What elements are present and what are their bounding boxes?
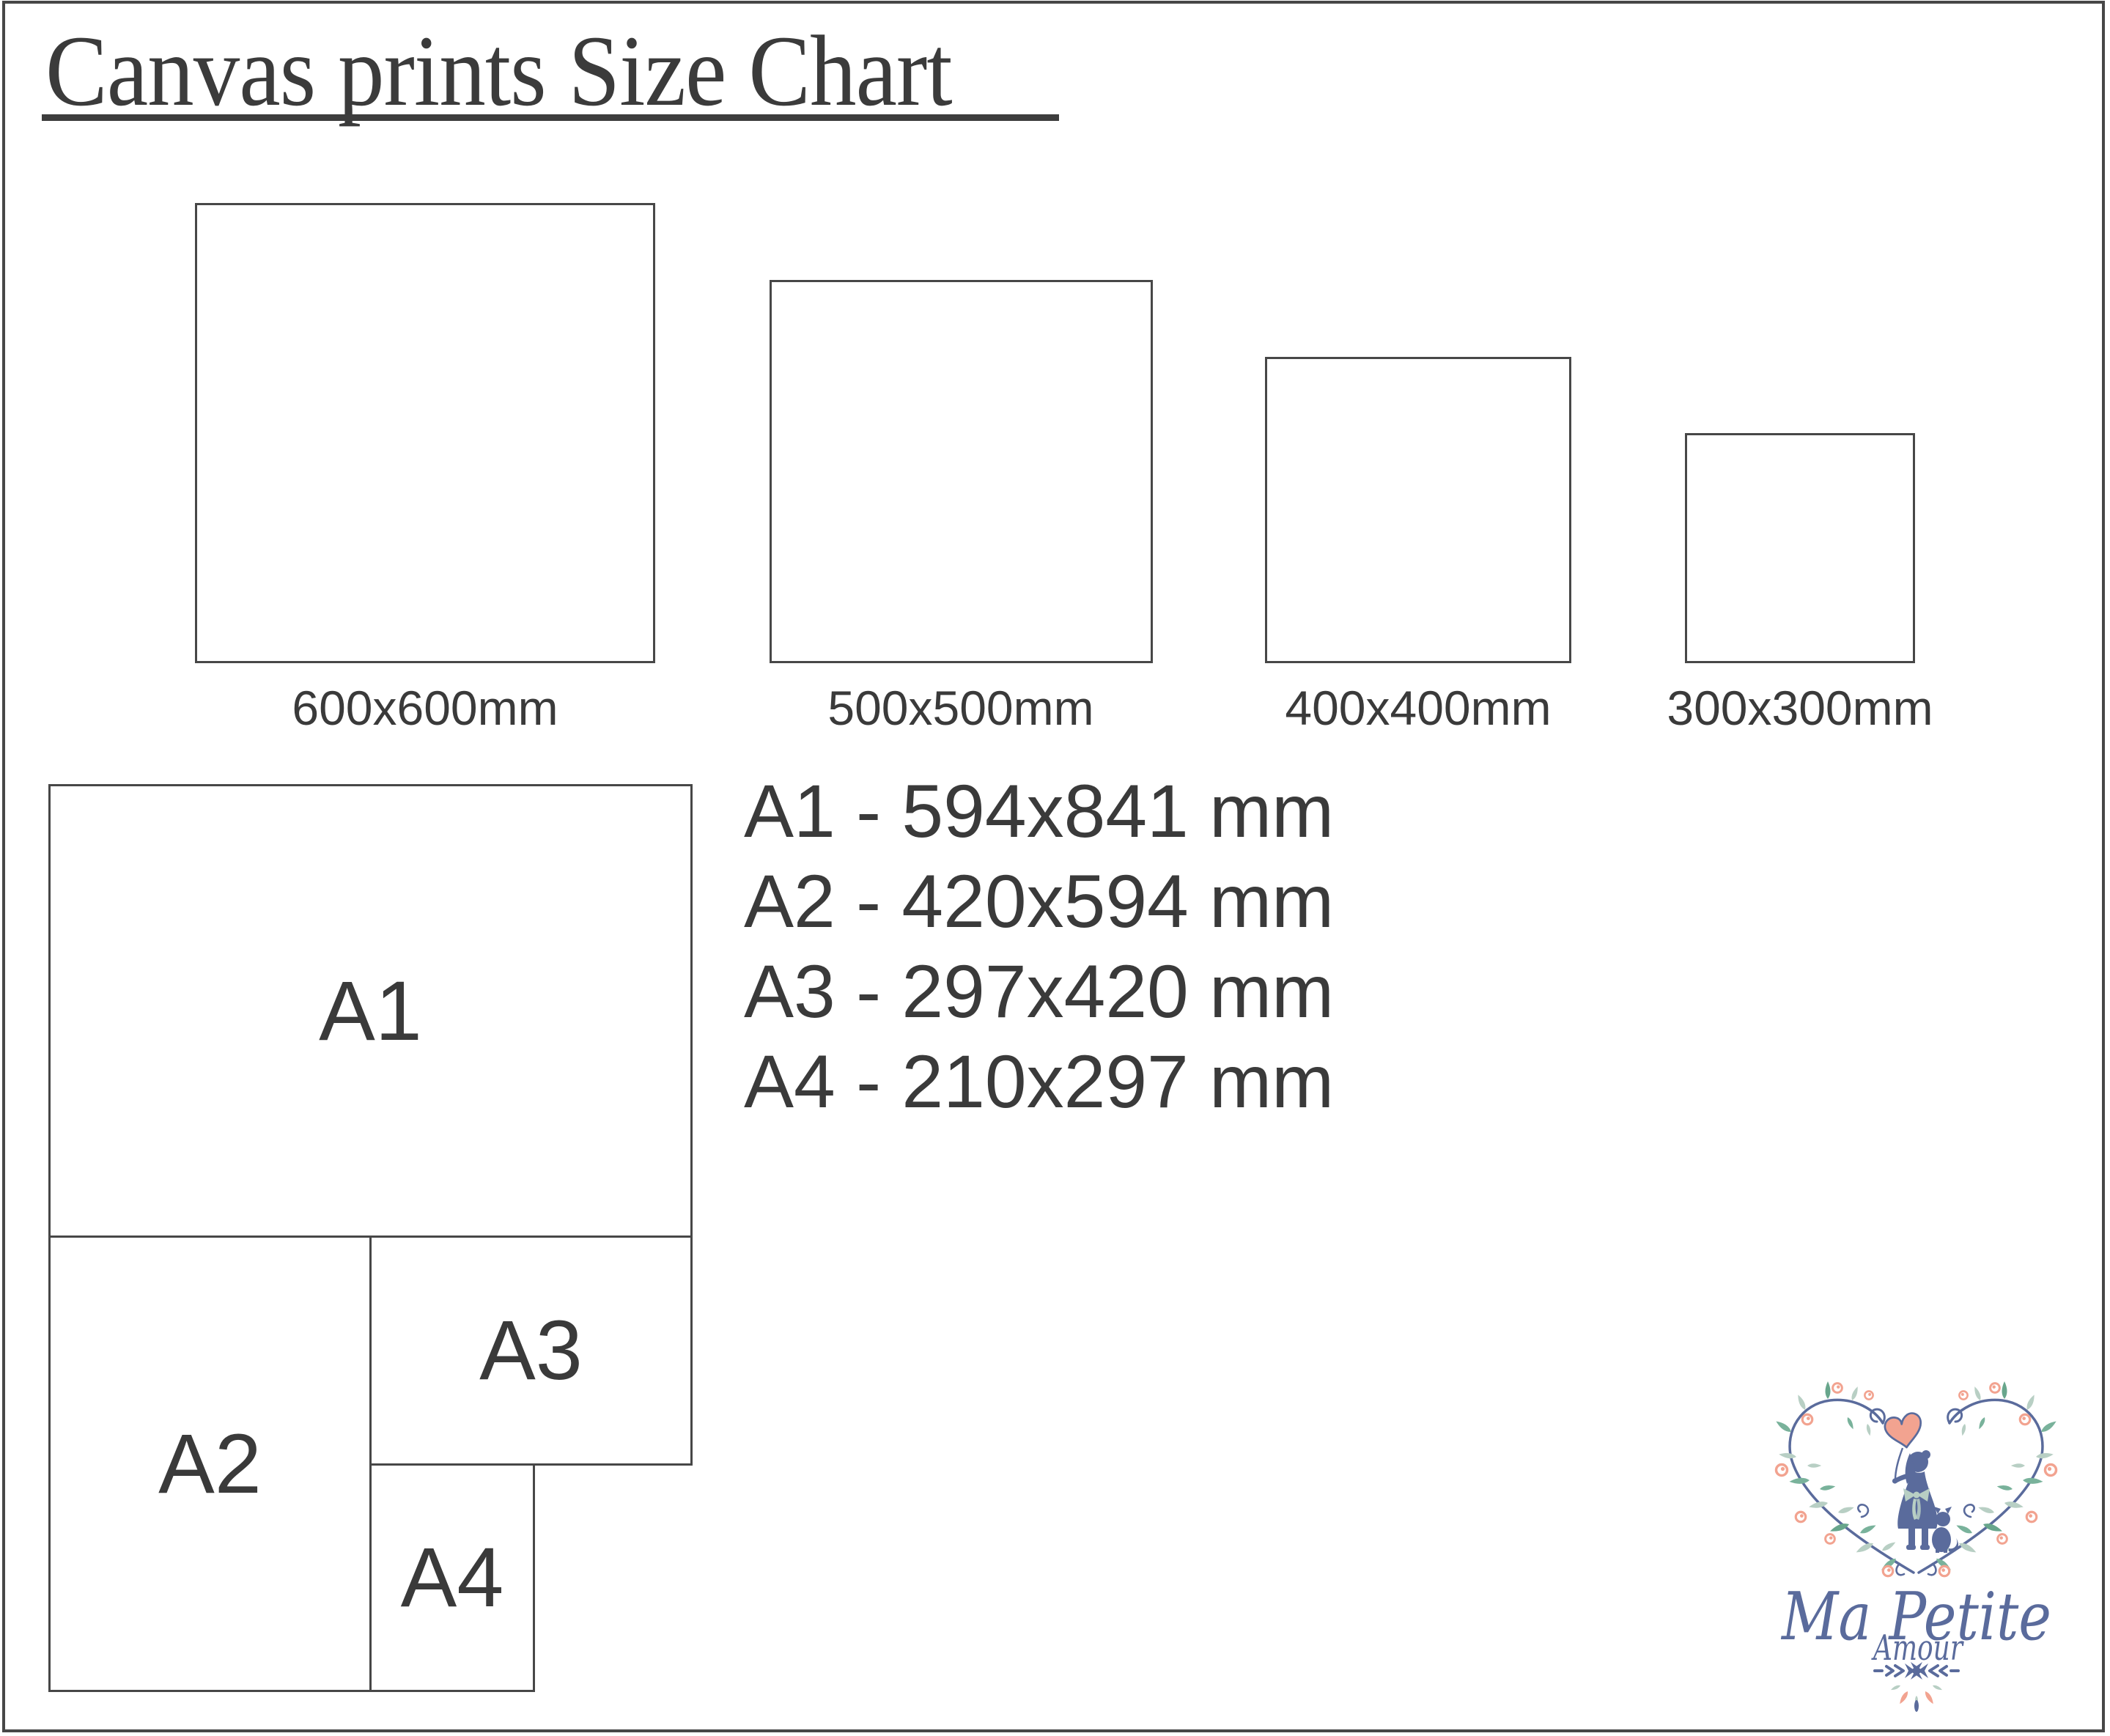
size-square-label-300: 300x300mm [1667, 681, 1933, 735]
a2-box: A2 [48, 1235, 372, 1692]
logo-flourish [1873, 1661, 1960, 1712]
page-title: Canvas prints Size Chart [45, 15, 953, 127]
a3-box: A3 [369, 1235, 693, 1466]
a-size-dimension-list: A1 - 594x841 mm A2 - 420x594 mm A3 - 297… [744, 767, 1334, 1127]
size-square-300 [1685, 433, 1915, 663]
logo-brand-text: Ma Petite [1780, 1578, 2051, 1655]
a3-box-label: A3 [479, 1304, 583, 1397]
a1-box: A1 [48, 784, 693, 1238]
a4-box: A4 [369, 1463, 535, 1692]
logo-dress-bow [1903, 1488, 1930, 1520]
a-size-list-line: A1 - 594x841 mm [744, 769, 1335, 853]
size-square-label-400: 400x400mm [1285, 681, 1552, 735]
size-square-label-500: 500x500mm [827, 681, 1094, 735]
a-size-list-line: A4 - 210x297 mm [744, 1040, 1335, 1123]
size-square-label-600: 600x600mm [292, 681, 558, 735]
title-underline [42, 114, 1059, 121]
size-square-500 [770, 280, 1153, 663]
logo-girl-silhouette [1892, 1450, 1959, 1553]
logo-heart-balloon-icon [1884, 1412, 1922, 1481]
a1-box-label: A1 [319, 964, 422, 1058]
a2-box-label: A2 [158, 1416, 262, 1511]
logo-sub-text: Amour [1871, 1628, 1964, 1669]
size-square-400 [1265, 357, 1571, 663]
a-size-list-line: A3 - 297x420 mm [744, 950, 1335, 1033]
a-size-list-line: A2 - 420x594 mm [744, 860, 1335, 943]
brand-logo: Ma Petite Amour [1759, 1378, 2059, 1722]
a4-box-label: A4 [400, 1531, 504, 1625]
size-square-600 [195, 203, 655, 663]
